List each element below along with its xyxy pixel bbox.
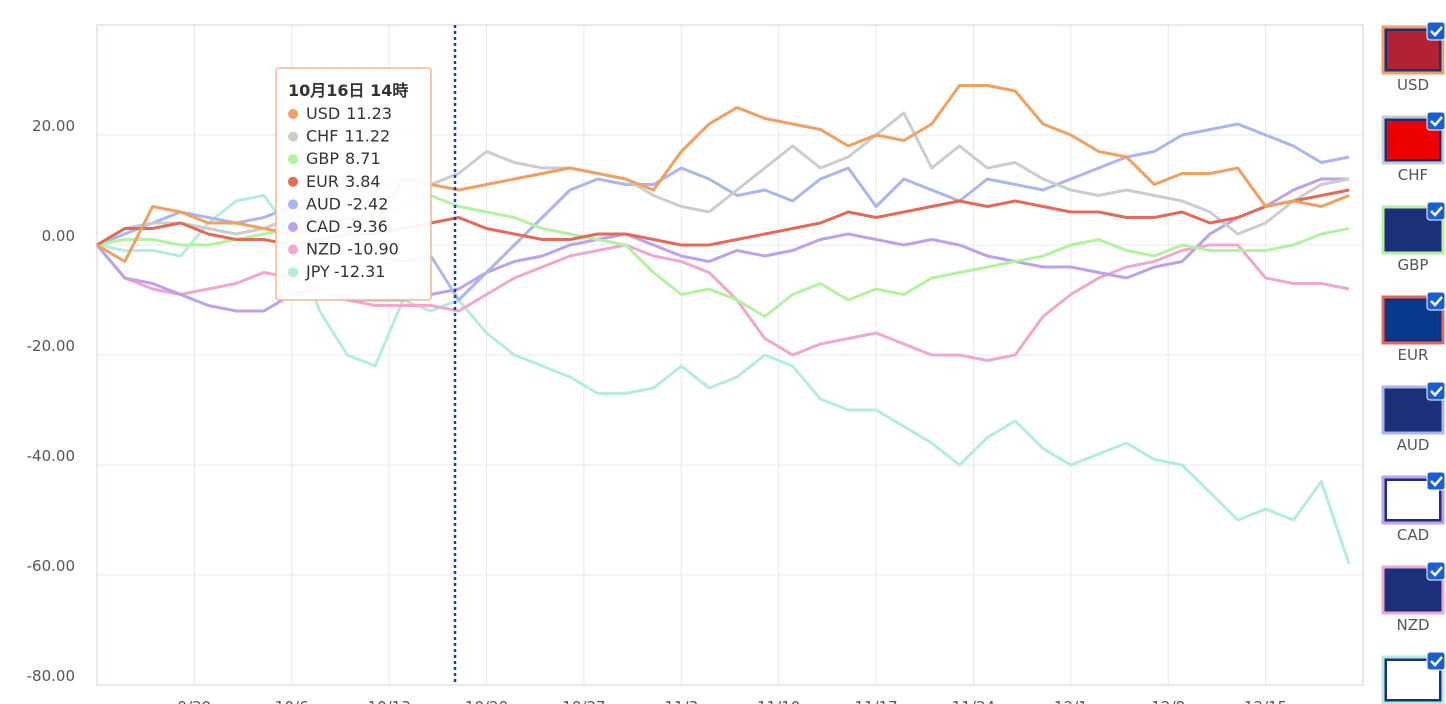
y-tick-label: -40.00	[27, 447, 75, 465]
legend-item[interactable]: AUD	[1381, 381, 1446, 454]
legend-label: USD	[1397, 76, 1429, 94]
legend-check[interactable]	[1426, 111, 1446, 131]
legend-check[interactable]	[1426, 21, 1446, 41]
tooltip-value: -10.90	[347, 240, 399, 259]
legend-item[interactable]: EUR	[1381, 291, 1446, 364]
legend-label: AUD	[1397, 436, 1430, 454]
x-tick-label: 9/29	[178, 698, 212, 704]
x-tick-label: 12/1	[1054, 698, 1088, 704]
tooltip-title: 10月16日 14時	[288, 81, 408, 100]
x-tick-label: 12/15	[1244, 698, 1287, 704]
legend-check[interactable]	[1426, 381, 1446, 401]
tooltip-name: USD	[306, 104, 340, 123]
legend-item[interactable]: CAD	[1381, 471, 1446, 544]
tooltip-name: NZD	[306, 240, 341, 259]
tooltip-item: CAD -9.36	[306, 217, 388, 236]
tooltip-item: USD 11.23	[306, 104, 392, 123]
legend-item[interactable]: USD	[1381, 21, 1446, 94]
x-tick-label: 11/3	[664, 698, 698, 704]
tooltip-item: NZD -10.90	[306, 240, 399, 259]
tooltip-dot	[288, 222, 298, 232]
legend-label: CHF	[1398, 166, 1428, 184]
legend-item[interactable]: JPY	[1381, 651, 1446, 704]
y-tick-label: -60.00	[27, 557, 75, 575]
plot-border	[96, 24, 1364, 686]
tooltip: 10月16日 14時 USD 11.23 CHF 11.22 GBP 8.71 EUR 3.8…	[275, 67, 432, 301]
tooltip-item: CHF 11.22	[306, 127, 390, 146]
y-tick-label: -20.00	[27, 337, 75, 355]
tooltip-dot	[288, 267, 298, 278]
legend-check-mark	[1430, 566, 1443, 577]
tooltip-value: -12.31	[334, 262, 386, 281]
tooltip-name: AUD	[306, 194, 341, 213]
tooltip-dot	[288, 131, 298, 142]
grid: -80.00 -60.00 -40.00 -20.00 0.00 20.00 9/29 10/…	[27, 25, 1363, 704]
legend-check-mark	[1430, 116, 1443, 127]
tooltip-value: 3.84	[345, 172, 381, 191]
tooltip-box	[275, 67, 432, 301]
legend-label: EUR	[1398, 346, 1429, 364]
legend-check-mark	[1430, 206, 1443, 217]
x-tick-label: 10/27	[562, 698, 605, 704]
legend-check[interactable]	[1426, 201, 1446, 221]
legend-check[interactable]	[1426, 651, 1446, 671]
tooltip-name: CAD	[306, 217, 340, 236]
tooltip-item: JPY-12.31	[305, 262, 385, 281]
legend-item[interactable]: NZD	[1381, 561, 1446, 634]
x-tick-label: 10/20	[465, 698, 508, 704]
legend-check-mark	[1430, 26, 1443, 37]
y-tick-label: -80.00	[27, 667, 75, 685]
x-tick-label: 10/6	[275, 698, 309, 704]
legend-check-mark	[1430, 386, 1443, 397]
tooltip-value: -2.42	[347, 194, 388, 213]
x-tick-label: 11/10	[757, 698, 800, 704]
y-tick-label: 0.00	[42, 227, 75, 245]
tooltip-name: JPY	[305, 262, 330, 281]
x-tick-label: 10/13	[368, 698, 411, 704]
tooltip-item: EUR 3.84	[306, 172, 381, 191]
legend-check-mark	[1430, 296, 1443, 307]
tooltip-value: 11.23	[346, 104, 392, 123]
tooltip-dot	[288, 244, 298, 255]
legend-check-mark	[1430, 476, 1443, 487]
x-tick-label: 12/8	[1151, 698, 1185, 704]
tooltip-dot	[288, 176, 298, 187]
tooltip-name: EUR	[306, 172, 339, 191]
tooltip-name: GBP	[306, 149, 339, 168]
tooltip-value: -9.36	[346, 217, 387, 236]
legend: USD CHF GBP EUR AUD CAD NZD JPY	[1381, 21, 1446, 704]
y-tick-label: 20.00	[32, 117, 75, 135]
tooltip-value: 8.71	[345, 149, 381, 168]
legend-item[interactable]: GBP	[1381, 201, 1446, 274]
legend-label: NZD	[1396, 616, 1429, 634]
legend-check-mark	[1430, 656, 1443, 667]
legend-label: CAD	[1397, 526, 1429, 544]
tooltip-dot	[288, 109, 298, 119]
tooltip-value: 11.22	[344, 127, 390, 146]
legend-label: GBP	[1398, 256, 1429, 274]
tooltip-name: CHF	[306, 127, 338, 146]
tooltip-item: AUD -2.42	[306, 194, 388, 213]
legend-check[interactable]	[1426, 471, 1446, 491]
legend-item[interactable]: CHF	[1381, 111, 1446, 184]
tooltip-dot	[288, 154, 298, 165]
legend-check[interactable]	[1426, 291, 1446, 311]
tooltip-item: GBP 8.71	[306, 149, 381, 168]
legend-check[interactable]	[1426, 561, 1446, 581]
x-tick-label: 11/17	[854, 698, 897, 704]
x-tick-label: 11/24	[952, 698, 995, 704]
tooltip-dot	[288, 199, 298, 210]
